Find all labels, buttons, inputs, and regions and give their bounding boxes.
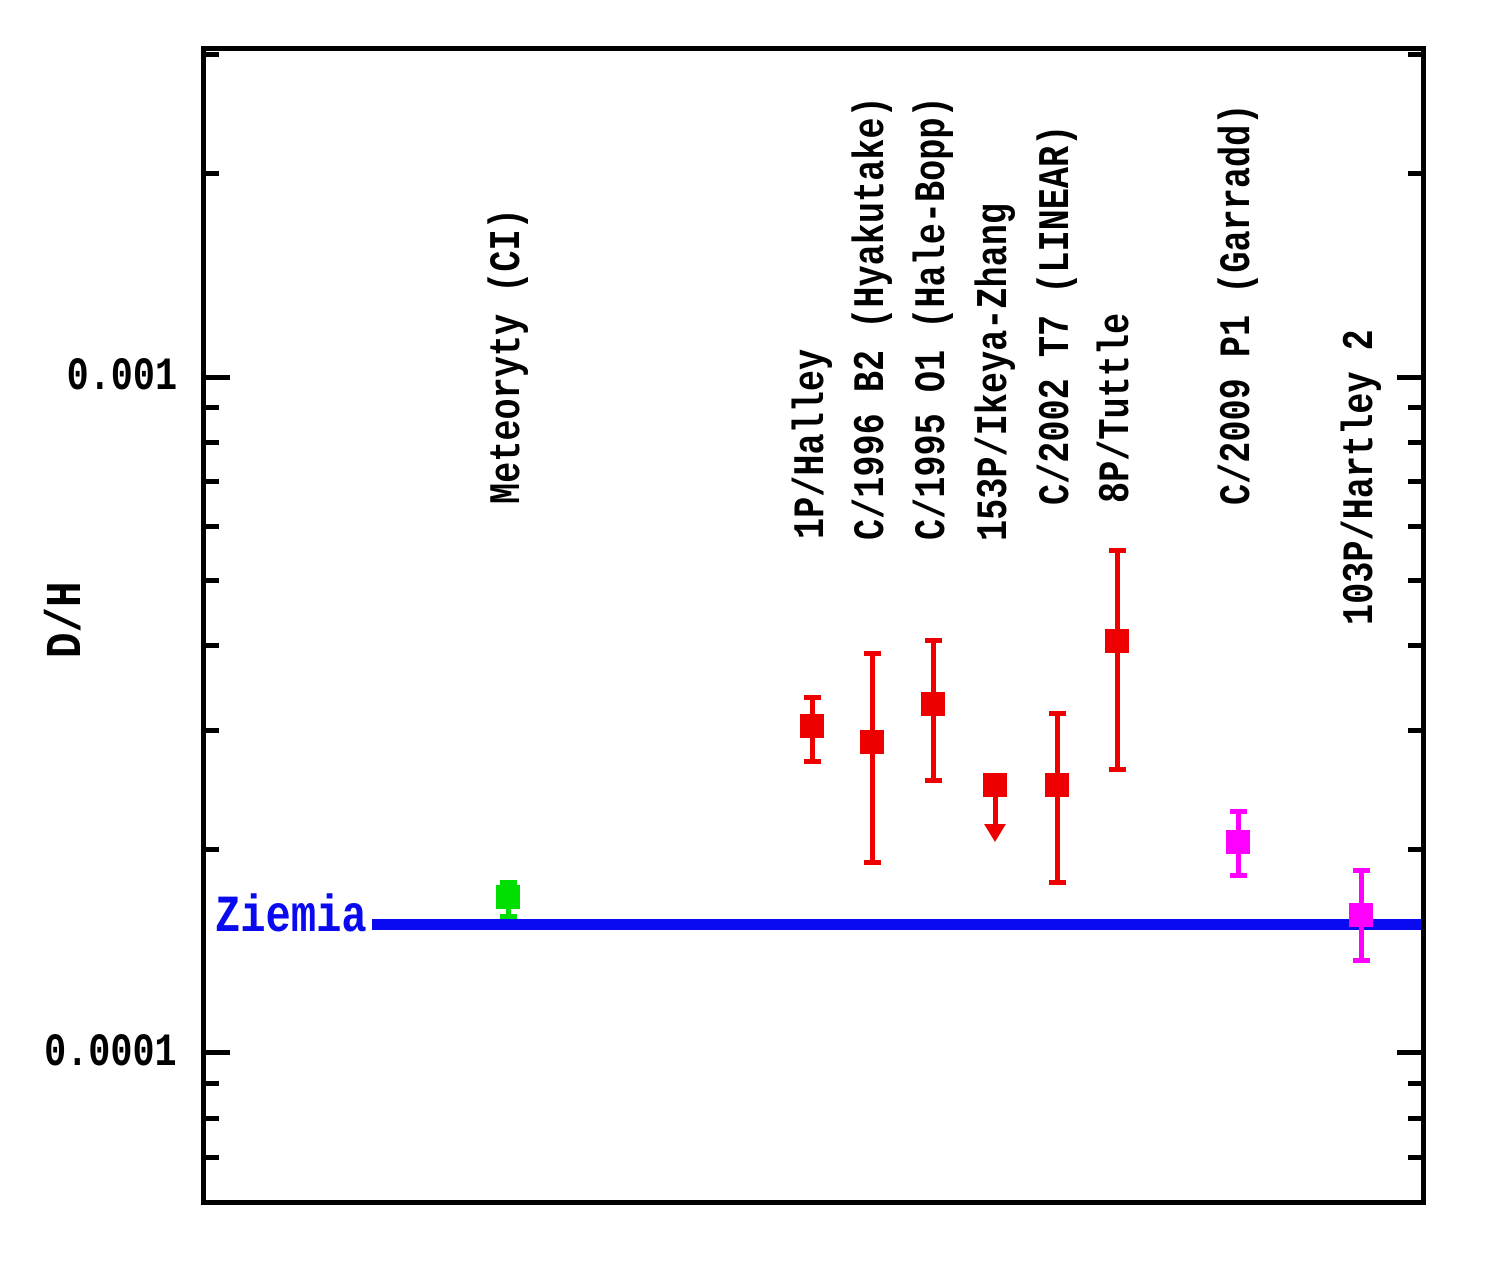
y-tick-minor [206, 524, 219, 530]
y-tick-minor [206, 727, 219, 733]
y-tick-minor [206, 440, 219, 446]
data-point-square [983, 773, 1007, 798]
comet-label: 8P/Tuttle [1092, 312, 1142, 503]
data-point-square [921, 692, 945, 717]
y-tick-minor [1408, 1115, 1421, 1121]
comet-label: C/1995 O1 (Hale-Bopp) [908, 96, 958, 540]
y-tick-minor [1408, 846, 1421, 852]
error-bar-cap [499, 914, 517, 920]
error-bar-cap [1048, 710, 1066, 716]
earth-reference-label: Ziemia [215, 888, 367, 947]
y-axis-title: D/H [39, 581, 96, 658]
data-point-square [1105, 628, 1129, 653]
error-bar-cap [924, 638, 942, 644]
comet-label: C/2009 P1 (Garradd) [1213, 103, 1263, 505]
y-tick-minor [1408, 405, 1421, 411]
comet-label: C/2002 T7 (LINEAR) [1032, 124, 1082, 505]
y-tick-minor [1408, 479, 1421, 485]
y-tick-minor [1408, 1155, 1421, 1161]
error-bar-cap [1229, 873, 1247, 879]
error-bar-cap [1352, 868, 1370, 874]
error-bar-cap [1108, 548, 1126, 554]
y-tick-minor [1408, 643, 1421, 649]
comet-label: 153P/Ikeya-Zhang [970, 203, 1020, 541]
y-tick-major [1397, 374, 1421, 380]
error-bar-cap [1108, 766, 1126, 772]
error-bar-cap [863, 650, 881, 656]
upper-limit-arrow-shaft [992, 785, 998, 827]
comet-label: 103P/Hartley 2 [1336, 329, 1386, 625]
y-tick-minor [206, 643, 219, 649]
y-tick-minor [206, 577, 219, 583]
error-bar-cap [1229, 808, 1247, 814]
y-tick-minor [1408, 524, 1421, 530]
y-tick-major [206, 1050, 230, 1056]
error-bar [1114, 550, 1120, 770]
y-tick-minor [206, 479, 219, 485]
y-tick-label: 0.0001 [44, 1026, 177, 1079]
error-bar-cap [1352, 958, 1370, 964]
y-tick-minor [206, 846, 219, 852]
data-point-square [496, 885, 520, 910]
error-bar [869, 653, 875, 863]
error-bar-cap [863, 860, 881, 866]
earth-reference-line [372, 918, 1421, 930]
comet-label: C/1996 B2 (Hyakutake) [847, 96, 897, 540]
error-bar-cap [803, 758, 821, 764]
y-tick-major [206, 374, 230, 380]
y-tick-minor [206, 1155, 219, 1161]
y-tick-minor [1408, 440, 1421, 446]
error-bar-cap [803, 694, 821, 700]
y-tick-minor [1408, 727, 1421, 733]
data-point-square [860, 730, 884, 755]
data-point-square [1226, 830, 1250, 855]
error-bar [1054, 713, 1060, 883]
error-bar-cap [499, 879, 517, 885]
upper-limit-arrow-head [984, 824, 1006, 843]
y-tick-minor [206, 52, 219, 57]
error-bar-cap [1048, 879, 1066, 885]
data-point-square [1045, 773, 1069, 798]
error-bar-cap [924, 777, 942, 783]
y-tick-major [1397, 1050, 1421, 1056]
data-point-square [1349, 902, 1373, 927]
data-point-square [800, 713, 824, 738]
y-tick-minor [206, 1115, 219, 1121]
y-tick-minor [206, 171, 219, 177]
y-tick-minor [1408, 52, 1421, 57]
y-tick-minor [206, 405, 219, 411]
y-tick-minor [1408, 577, 1421, 583]
plot-frame [201, 46, 1426, 1205]
y-tick-minor [1408, 171, 1421, 177]
comet-label: Meteoryty (CI) [483, 208, 533, 504]
y-tick-minor [206, 1081, 219, 1087]
y-tick-label: 0.001 [66, 351, 177, 403]
y-tick-minor [1408, 1081, 1421, 1087]
comet-label: 1P/Halley [787, 348, 837, 539]
